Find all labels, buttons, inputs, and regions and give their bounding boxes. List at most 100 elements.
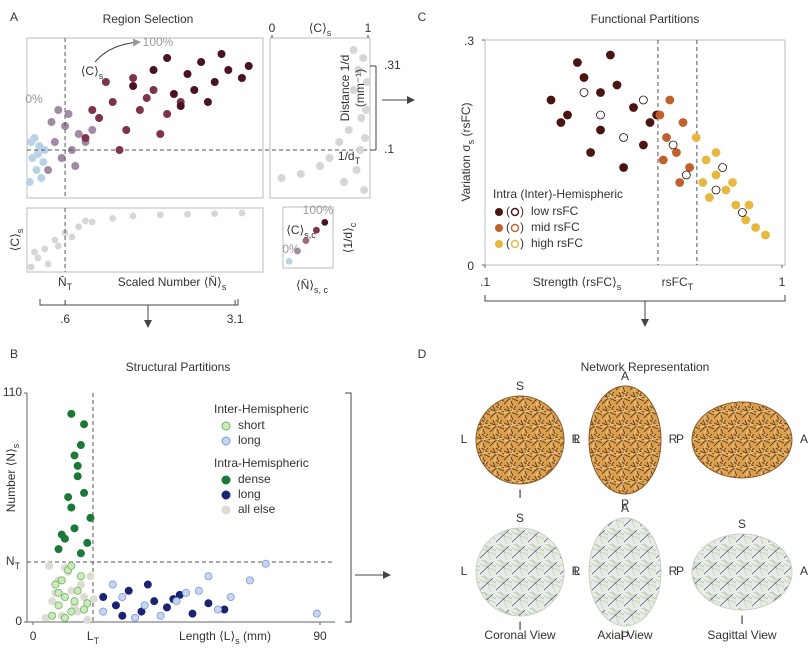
brain-functional: [588, 385, 662, 495]
point: [629, 103, 638, 112]
open-point: [579, 88, 589, 97]
point: [217, 50, 226, 59]
label-part: ⟨C⟩: [8, 233, 22, 251]
point: [64, 110, 73, 119]
plot-frame: [282, 206, 334, 269]
subscript: s: [11, 443, 21, 448]
point: [312, 226, 320, 234]
subscript: T: [94, 636, 100, 646]
panel-letter: A: [10, 10, 18, 24]
point: [182, 588, 191, 597]
point: [118, 611, 127, 620]
point: [741, 215, 751, 225]
y-tick-label: .31: [384, 58, 401, 72]
legend-marker: [495, 240, 503, 248]
point: [606, 50, 615, 60]
point: [44, 165, 53, 174]
point: [68, 233, 76, 241]
point: [57, 576, 66, 585]
point: [27, 137, 36, 146]
point: [210, 78, 219, 87]
x-tick-label: .1: [480, 275, 490, 289]
orientation-label: A: [621, 369, 629, 383]
orientation-label: I: [518, 487, 521, 501]
label-part: rsFC: [662, 275, 688, 289]
point: [129, 82, 138, 91]
x-tick-label: 0: [269, 21, 276, 35]
point: [54, 601, 63, 610]
label-part: Scaled Number ⟨N̄⟩: [118, 275, 222, 289]
point: [172, 597, 181, 606]
orientation-label: P: [621, 497, 629, 511]
point: [344, 126, 353, 135]
legend-label: long: [238, 433, 261, 447]
point: [54, 545, 63, 554]
label: ⟨1/d⟩c: [341, 222, 358, 253]
point: [169, 90, 178, 99]
point: [662, 133, 671, 142]
point: [70, 597, 79, 606]
legend-marker: [221, 436, 231, 446]
point: [162, 603, 171, 612]
point: [70, 451, 79, 460]
legend-title: Inter-Hemispheric: [214, 402, 309, 416]
legend-label: high rsFC: [531, 236, 583, 250]
open-point: [738, 208, 747, 217]
legend-marker: [221, 421, 231, 431]
point: [82, 217, 89, 225]
point: [321, 218, 329, 226]
point: [352, 165, 361, 174]
point: [118, 593, 127, 602]
point: [80, 593, 89, 602]
point: [226, 593, 235, 602]
legend-marker: [221, 505, 231, 515]
plot-frame: [269, 37, 371, 199]
legend-label: long: [238, 487, 261, 501]
point: [51, 236, 59, 244]
legend-title: Intra-Hemispheric: [214, 456, 309, 470]
point: [238, 209, 246, 217]
label: 100%: [303, 203, 334, 217]
label-part: 1/d: [338, 149, 355, 163]
subscript: T: [355, 156, 361, 166]
point: [54, 588, 63, 597]
label: Strength ⟨rsFC⟩s: [533, 275, 622, 292]
panel-title: Structural Partitions: [126, 360, 231, 374]
point: [203, 98, 212, 107]
point: [83, 599, 92, 608]
point: [51, 580, 60, 589]
label: Number ⟨N⟩s: [4, 443, 21, 512]
point: [678, 118, 688, 127]
point: [285, 257, 293, 265]
point: [131, 613, 140, 622]
point: [31, 248, 38, 256]
legend-label: mid rsFC: [531, 220, 580, 234]
point: [586, 148, 595, 157]
point: [71, 161, 80, 170]
orientation-label: P: [676, 432, 684, 446]
point: [73, 472, 82, 481]
point: [315, 161, 324, 170]
panel-letter: B: [10, 347, 18, 361]
x-tick-label: .6: [60, 312, 70, 326]
y-tick-label: 110: [3, 385, 22, 399]
point: [349, 86, 358, 95]
point: [48, 597, 57, 606]
point: [245, 576, 254, 585]
point: [124, 586, 133, 595]
point: [302, 237, 310, 245]
point: [744, 200, 754, 210]
point: [563, 110, 572, 120]
point: [149, 66, 158, 75]
open-point: [718, 163, 727, 172]
point: [41, 245, 49, 253]
subscript: s,c: [304, 230, 316, 240]
point: [204, 572, 213, 581]
label-part: Length ⟨L⟩: [179, 629, 235, 643]
point: [312, 609, 321, 618]
point: [108, 98, 117, 107]
point: [34, 254, 42, 262]
point: [190, 86, 199, 95]
point: [645, 118, 655, 127]
orientation-label: R: [572, 432, 581, 446]
